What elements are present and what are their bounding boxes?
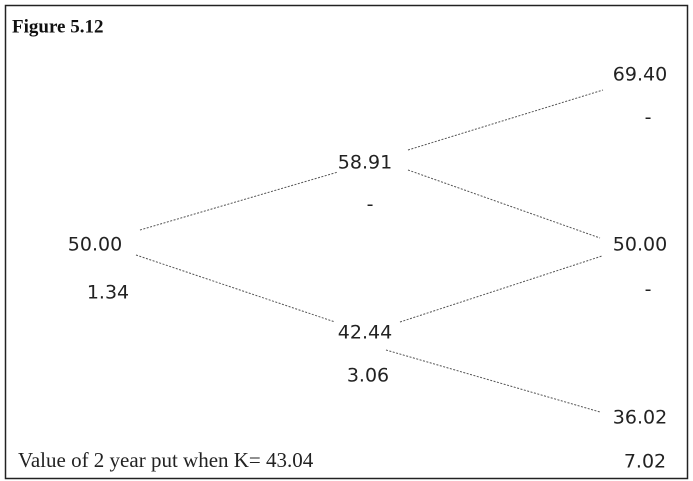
tree-edge [407,89,604,151]
node-price: 50.00 [68,234,122,256]
tree-edge [139,171,339,231]
node-price: 50.00 [613,234,667,256]
node-price: 58.91 [338,152,392,174]
tree-edge [407,169,601,239]
node-value: - [367,194,374,216]
tree-edge [135,254,336,323]
node-price: 69.40 [613,64,667,86]
node-value: 1.34 [87,282,129,304]
tree-edge [385,349,601,413]
tree-edge [399,255,603,323]
node-price: 36.02 [613,407,667,429]
figure-title: Figure 5.12 [12,16,103,37]
node-price: 42.44 [338,322,392,344]
node-value: - [645,107,652,129]
node-value: 3.06 [347,365,389,387]
node-value: - [645,279,652,301]
footer-text: Value of 2 year put when K= 43.04 [18,448,314,472]
frame [4,4,689,480]
node-value: 7.02 [624,451,666,473]
